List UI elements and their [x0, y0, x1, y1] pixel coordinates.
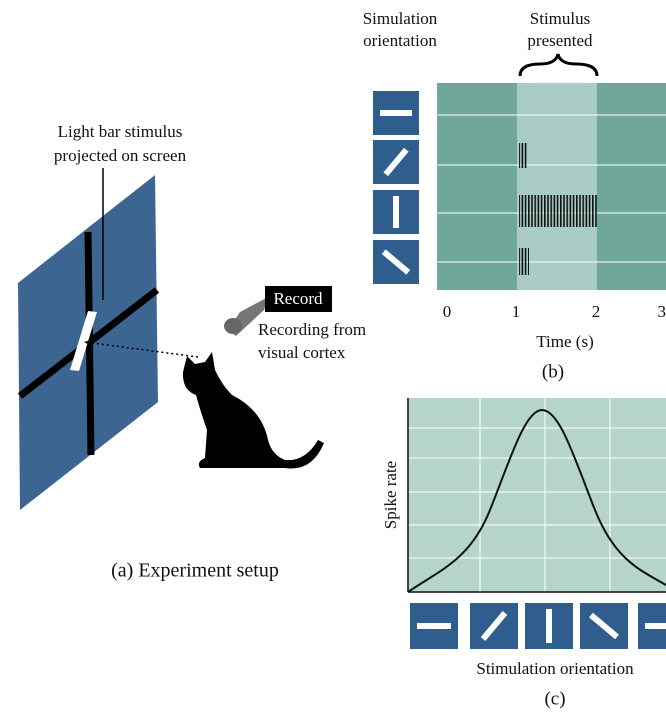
- orientation-icons: [410, 603, 666, 649]
- spike-train: [519, 248, 529, 275]
- panel-c: Spike rate Stimulation orientation (c): [381, 398, 666, 709]
- y-axis-label: Spike rate: [381, 461, 400, 529]
- recording-label: Recording from: [258, 320, 366, 339]
- x-axis-label: Time (s): [536, 332, 593, 351]
- panel-b: Simulation orientation Stimulus presente…: [363, 9, 666, 382]
- recording-label: visual cortex: [258, 343, 346, 362]
- electrode-tip: [224, 318, 242, 334]
- spike-train: [519, 143, 527, 168]
- caption: (b): [542, 361, 564, 382]
- orientation-header: orientation: [363, 31, 437, 50]
- tuning-bg: [408, 398, 666, 592]
- x-tick-label: 2: [592, 302, 601, 321]
- cat: [183, 352, 324, 468]
- stimulus-header: Stimulus: [530, 9, 590, 28]
- orientation-icons: [373, 91, 419, 284]
- stimulus-label: Light bar stimulus: [58, 122, 183, 141]
- x-tick-label: 1: [512, 302, 521, 321]
- x-tick-label: 3: [658, 302, 666, 321]
- stimulus-header: presented: [527, 31, 593, 50]
- x-tick-label: 0: [443, 302, 452, 321]
- figure: Light bar stimulus projected on screen R…: [0, 0, 666, 714]
- caption: (a) Experiment setup: [111, 560, 279, 582]
- orientation-header: Simulation: [363, 9, 438, 28]
- spike-train: [519, 195, 597, 227]
- brace: [520, 54, 597, 76]
- stimulus-label: projected on screen: [54, 146, 187, 165]
- panel-a: Light bar stimulus projected on screen R…: [18, 122, 366, 582]
- record-label: Record: [273, 289, 323, 308]
- caption: (c): [544, 688, 565, 709]
- x-axis-label: Stimulation orientation: [476, 659, 634, 678]
